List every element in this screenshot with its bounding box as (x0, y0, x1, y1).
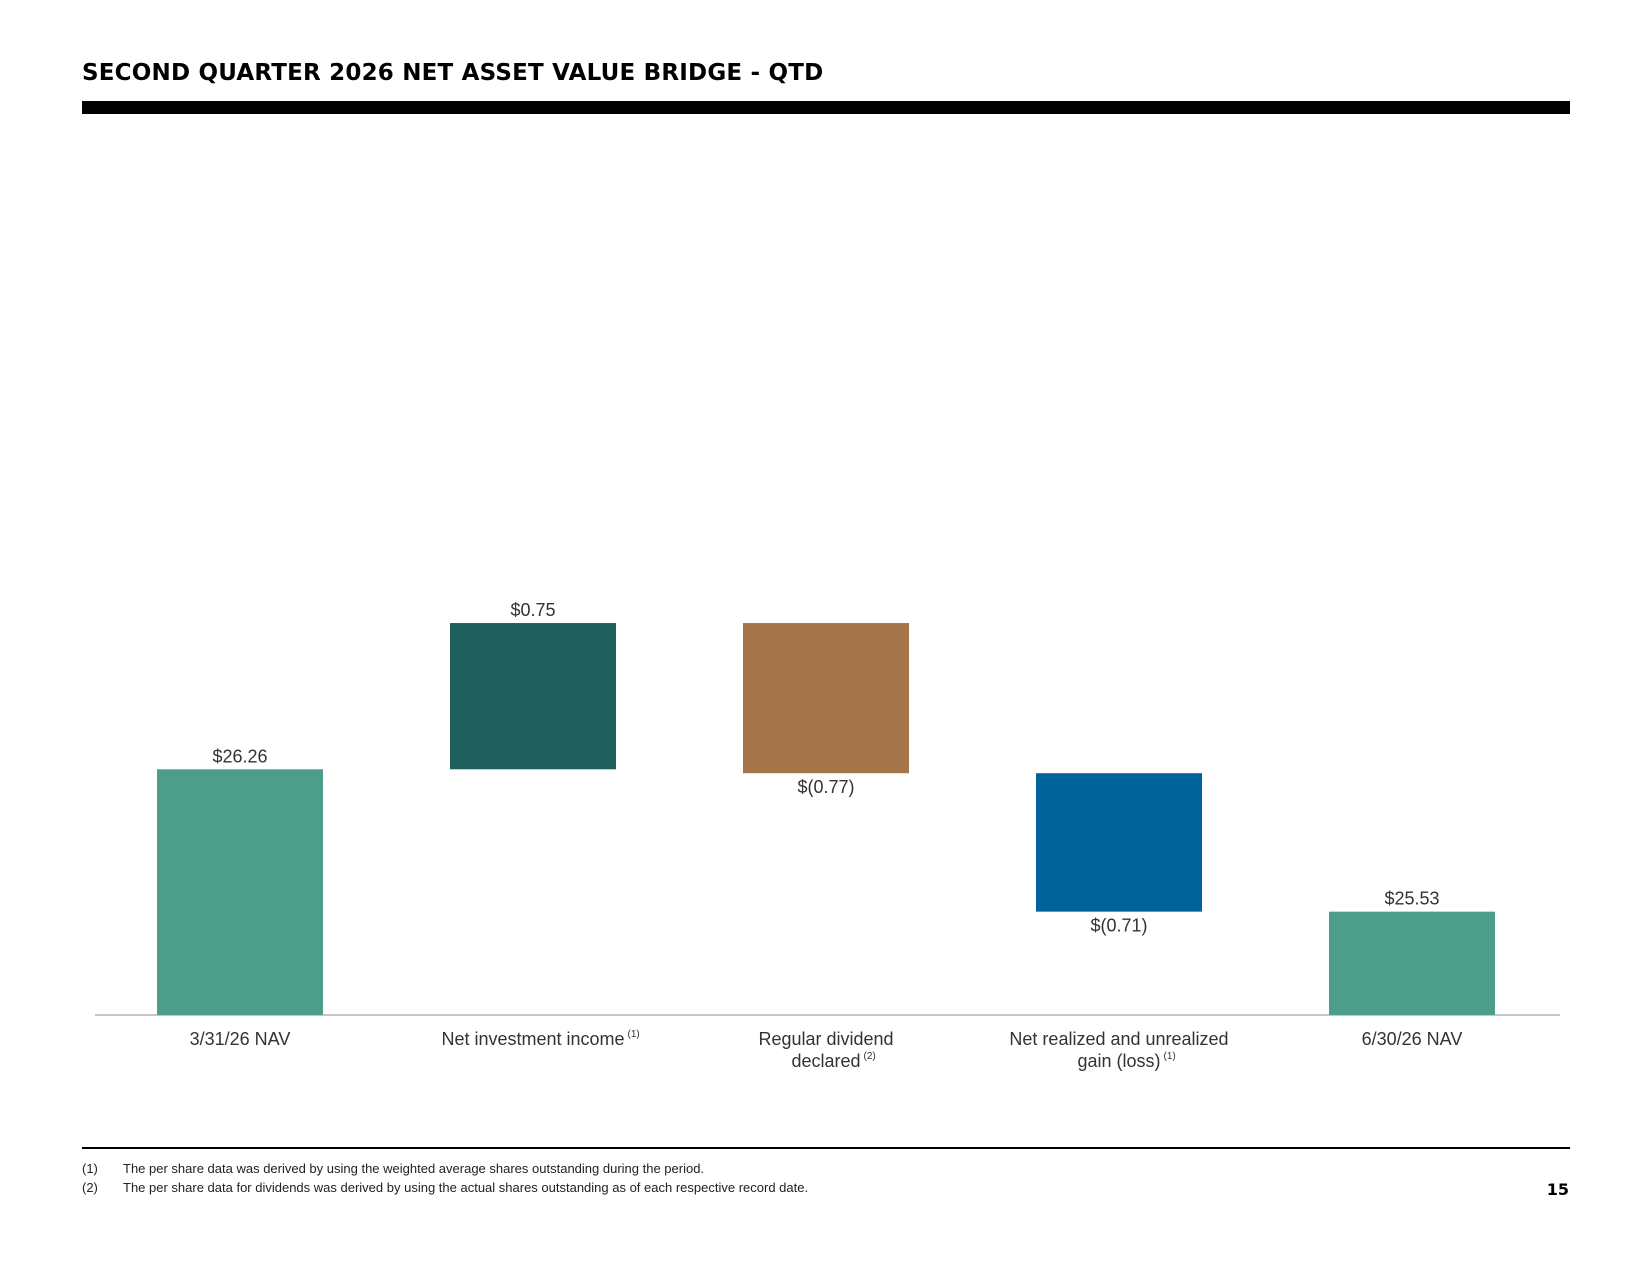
category-footnote-ref-2: (1) (628, 1029, 640, 1040)
footnote-1-number: (1) (82, 1161, 98, 1176)
category-label-2: Net investment income (441, 1029, 624, 1049)
value-label-4: $(0.71) (1090, 916, 1147, 936)
footnote-2: (2) The per share data for dividends was … (82, 1180, 808, 1195)
page-number: 15 (1546, 1180, 1569, 1199)
page-title: SECOND QUARTER 2026 NET ASSET VALUE BRID… (82, 60, 824, 86)
title-rule (82, 101, 1570, 114)
category-label-5: 6/30/26 NAV (1362, 1029, 1463, 1049)
bar-5 (1329, 911, 1495, 1015)
bar-2 (450, 623, 616, 770)
category-label-4-line-2: gain (loss) (1077, 1051, 1160, 1071)
category-label-3-line-2: declared (791, 1051, 860, 1071)
footnote-1-text: The per share data was derived by using … (123, 1161, 705, 1176)
value-label-2: $0.75 (510, 600, 555, 620)
value-label-3: $(0.77) (797, 777, 854, 797)
footnote-rule (82, 1147, 1570, 1149)
category-footnote-ref-3: (2) (864, 1051, 876, 1062)
bar-4 (1036, 773, 1202, 912)
category-label-1: 3/31/26 NAV (190, 1029, 291, 1049)
bar-1 (157, 769, 323, 1015)
footnote-2-text: The per share data for dividends was der… (123, 1180, 809, 1195)
value-label-5: $25.53 (1384, 889, 1439, 909)
footnote-1: (1) The per share data was derived by usi… (82, 1161, 704, 1176)
category-label-4-line-1: Net realized and unrealized (1009, 1029, 1228, 1049)
value-label-1: $26.26 (212, 746, 267, 766)
waterfall-chart: $26.26 3/31/26 NAV $0.75 Net investment inc… (95, 600, 1560, 1071)
bar-3 (743, 623, 909, 774)
category-footnote-ref-4: (1) (1164, 1051, 1176, 1062)
category-label-3-line-1: Regular dividend (758, 1029, 893, 1049)
footnote-2-number: (2) (82, 1180, 98, 1195)
